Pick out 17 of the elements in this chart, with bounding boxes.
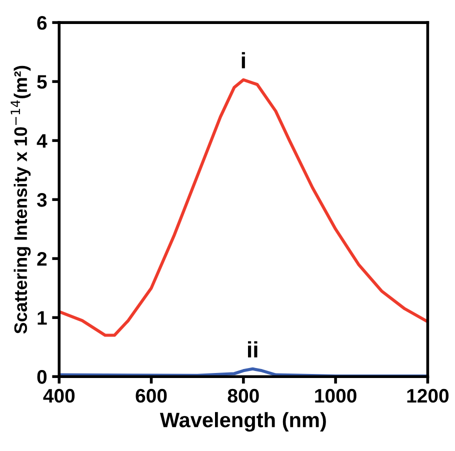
x-tick-label: 800 bbox=[228, 388, 259, 403]
annotation: i bbox=[242, 52, 245, 68]
x-tick-label: 1200 bbox=[407, 388, 449, 403]
x-tick-label: 600 bbox=[136, 388, 167, 403]
y-tick-label: 5 bbox=[37, 75, 47, 89]
y-tick-label: 2 bbox=[37, 252, 47, 266]
x-tick-label: 1000 bbox=[315, 388, 356, 403]
y-tick-label: 3 bbox=[36, 193, 47, 207]
y-tick-label: 6 bbox=[37, 16, 47, 30]
y-tick-label: 1 bbox=[38, 311, 47, 325]
y-axis-title: Scattering Intensity x 10$^{−14}$(m²) bbox=[10, 66, 31, 334]
x-axis-title: Wavelength (nm) bbox=[160, 412, 326, 432]
y-tick-label: 4 bbox=[36, 134, 48, 148]
line-series bbox=[59, 78, 428, 337]
x-tick-label: 400 bbox=[43, 388, 75, 403]
annotation: ii bbox=[248, 341, 258, 358]
y-tick-label: 0 bbox=[37, 370, 47, 384]
